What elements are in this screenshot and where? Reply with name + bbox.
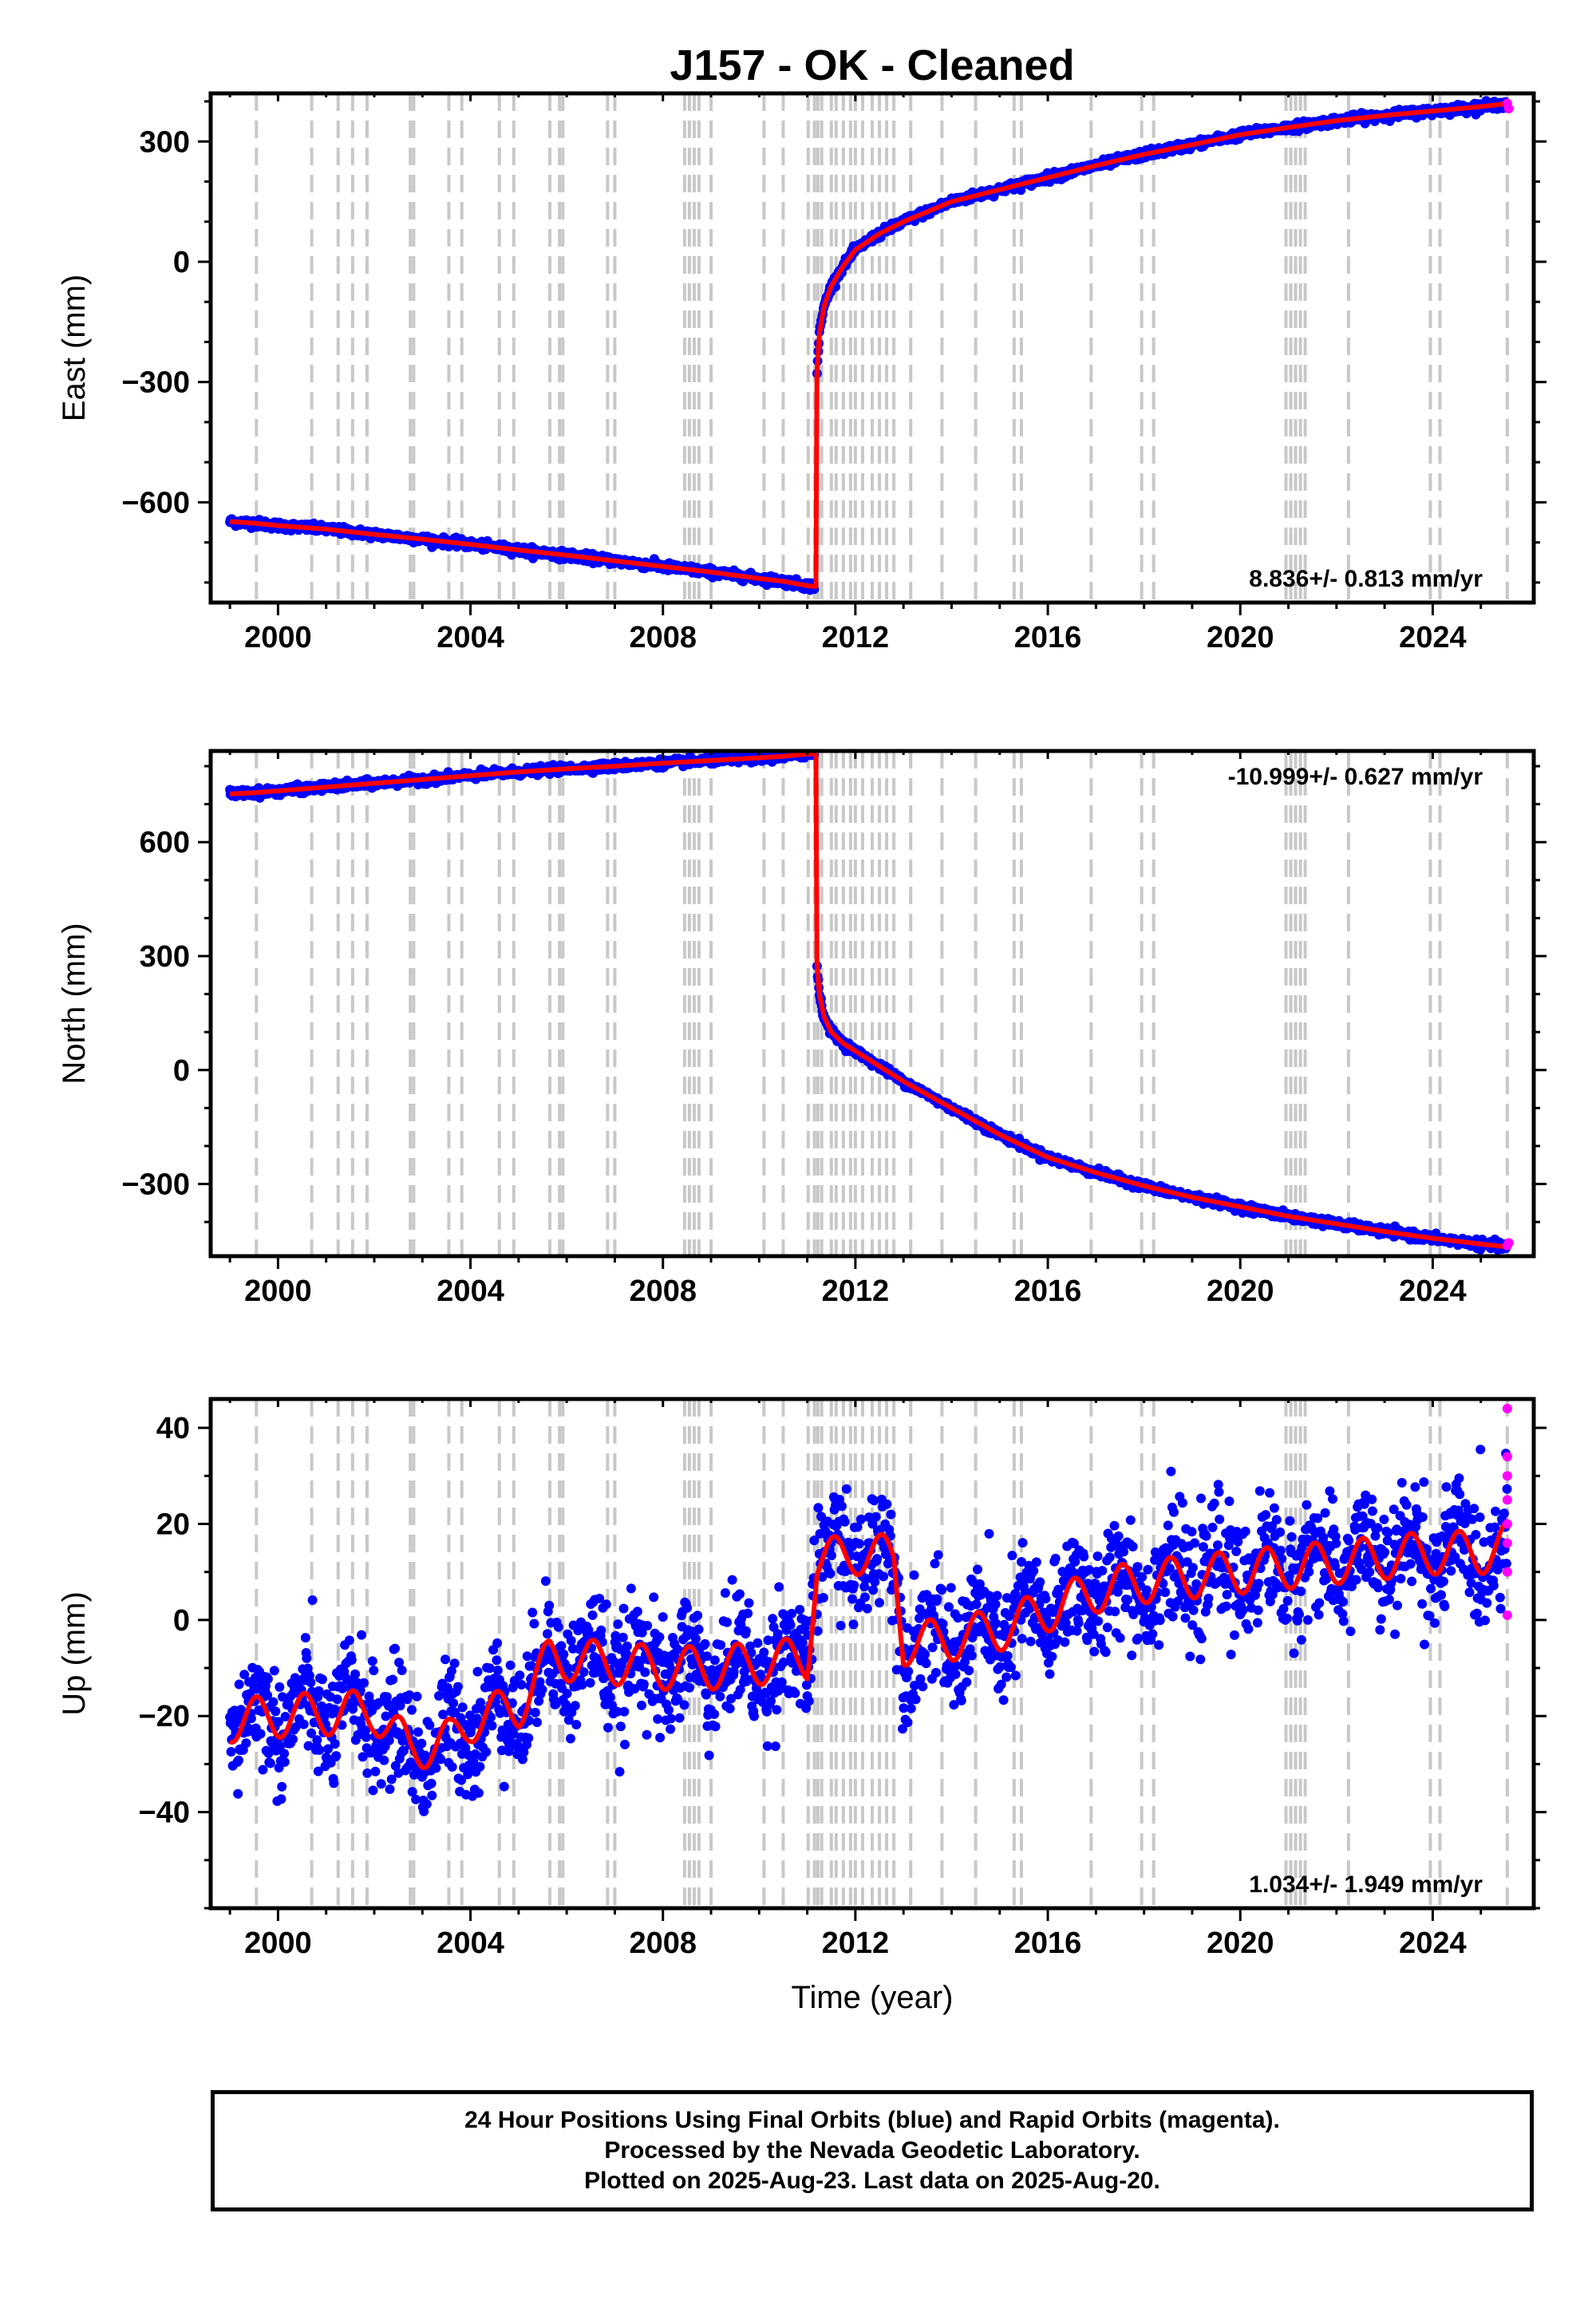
final-orbit-point xyxy=(302,1653,312,1663)
final-orbit-point xyxy=(265,1758,275,1769)
x-tick-label: 2008 xyxy=(629,621,697,654)
model-line xyxy=(228,101,1508,589)
chart-title: J157 - OK - Cleaned xyxy=(670,41,1074,89)
final-orbit-point xyxy=(306,1678,316,1688)
x-tick-label: 2024 xyxy=(1399,621,1467,654)
y-tick-label: 0 xyxy=(173,246,190,279)
final-orbit-point xyxy=(269,1666,279,1676)
final-orbit-point xyxy=(298,1719,309,1729)
x-tick-label: 2020 xyxy=(1207,621,1274,654)
final-orbit-point xyxy=(312,1735,322,1745)
final-orbit-point xyxy=(263,1674,273,1684)
x-tick-label: 2016 xyxy=(1014,1275,1082,1308)
final-orbit-point xyxy=(300,1633,310,1643)
model-line xyxy=(228,751,1508,1250)
y-tick-label: 600 xyxy=(140,826,190,860)
final-orbit-point xyxy=(258,1765,268,1775)
x-tick-label: 2012 xyxy=(822,1275,890,1308)
final-orbit-point xyxy=(317,1674,327,1685)
final-orbit-point xyxy=(277,1781,287,1792)
x-tick-label: 2008 xyxy=(629,1275,697,1308)
final-orbit-point xyxy=(279,1749,290,1759)
final-orbit-point xyxy=(276,1794,286,1804)
final-orbit-point xyxy=(234,1679,244,1690)
y-tick-label: −300 xyxy=(121,1168,190,1202)
final-orbit-point xyxy=(279,1757,290,1767)
x-tick-label: 2004 xyxy=(437,621,504,654)
final-orbit-points xyxy=(225,751,1512,1255)
final-orbit-points xyxy=(225,96,1512,595)
final-orbit-point xyxy=(275,1682,285,1692)
final-orbit-point xyxy=(288,1734,298,1745)
panel-plot-area xyxy=(225,751,1514,1256)
panels-group: 2000 2004 2008 2012 2016 2020 2024 −600 −300 0 300… xyxy=(57,91,1547,2015)
panel-east: 2000 2004 2008 2012 2016 2020 2024 −600 −300 0 300… xyxy=(57,91,1547,654)
y-tick-label: 300 xyxy=(140,940,190,974)
final-orbit-point xyxy=(329,1778,339,1788)
final-orbit-point xyxy=(255,1729,266,1739)
final-orbit-point xyxy=(331,1751,342,1761)
panel-plot-area xyxy=(225,93,1514,603)
y-axis-title: North (mm) xyxy=(57,923,92,1084)
x-tick-label: 2000 xyxy=(244,621,312,654)
x-tick-label: 2012 xyxy=(822,621,890,654)
x-tick-label: 2000 xyxy=(244,1275,312,1308)
y-tick-label: 0 xyxy=(173,1054,190,1088)
final-orbit-point xyxy=(234,1755,243,1765)
panel-plot-area xyxy=(225,1399,1512,1908)
y-tick-label: −300 xyxy=(121,366,190,400)
final-orbit-point xyxy=(226,1747,236,1757)
y-tick-label: −600 xyxy=(121,486,190,520)
final-orbit-point xyxy=(268,1697,279,1707)
final-orbit-point xyxy=(314,1686,324,1696)
rapid-orbit-point xyxy=(1503,104,1514,114)
final-orbit-point xyxy=(307,1595,318,1605)
x-tick-label: 2004 xyxy=(437,1275,504,1308)
y-tick-label: 300 xyxy=(140,125,190,159)
final-orbit-point xyxy=(332,1694,342,1705)
panel-up: 2000 2004 2008 2012 2016 2020 2024−40−2002040U… xyxy=(57,1397,1547,1960)
panel-north: 2000 2004 2008 2012 2016 2020 2024 −300 0 300 600 N… xyxy=(57,749,1547,1308)
x-tick-label: 2020 xyxy=(1207,1275,1274,1308)
velocity-rate-label: -10.999+/- 0.627 mm/yr xyxy=(1228,764,1483,790)
final-orbit-point xyxy=(271,1706,281,1717)
final-orbit-point xyxy=(233,1788,243,1799)
final-orbit-point xyxy=(314,1745,325,1755)
x-tick-label: 2024 xyxy=(1399,1275,1467,1308)
velocity-rate-label: 8.836+/- 0.813 mm/yr xyxy=(1249,566,1483,592)
rapid-orbit-point xyxy=(1503,1238,1514,1248)
final-orbit-point xyxy=(330,1739,340,1749)
y-axis-title: East (mm) xyxy=(57,275,92,421)
x-tick-label: 2016 xyxy=(1014,621,1082,654)
final-orbit-point xyxy=(241,1738,251,1749)
